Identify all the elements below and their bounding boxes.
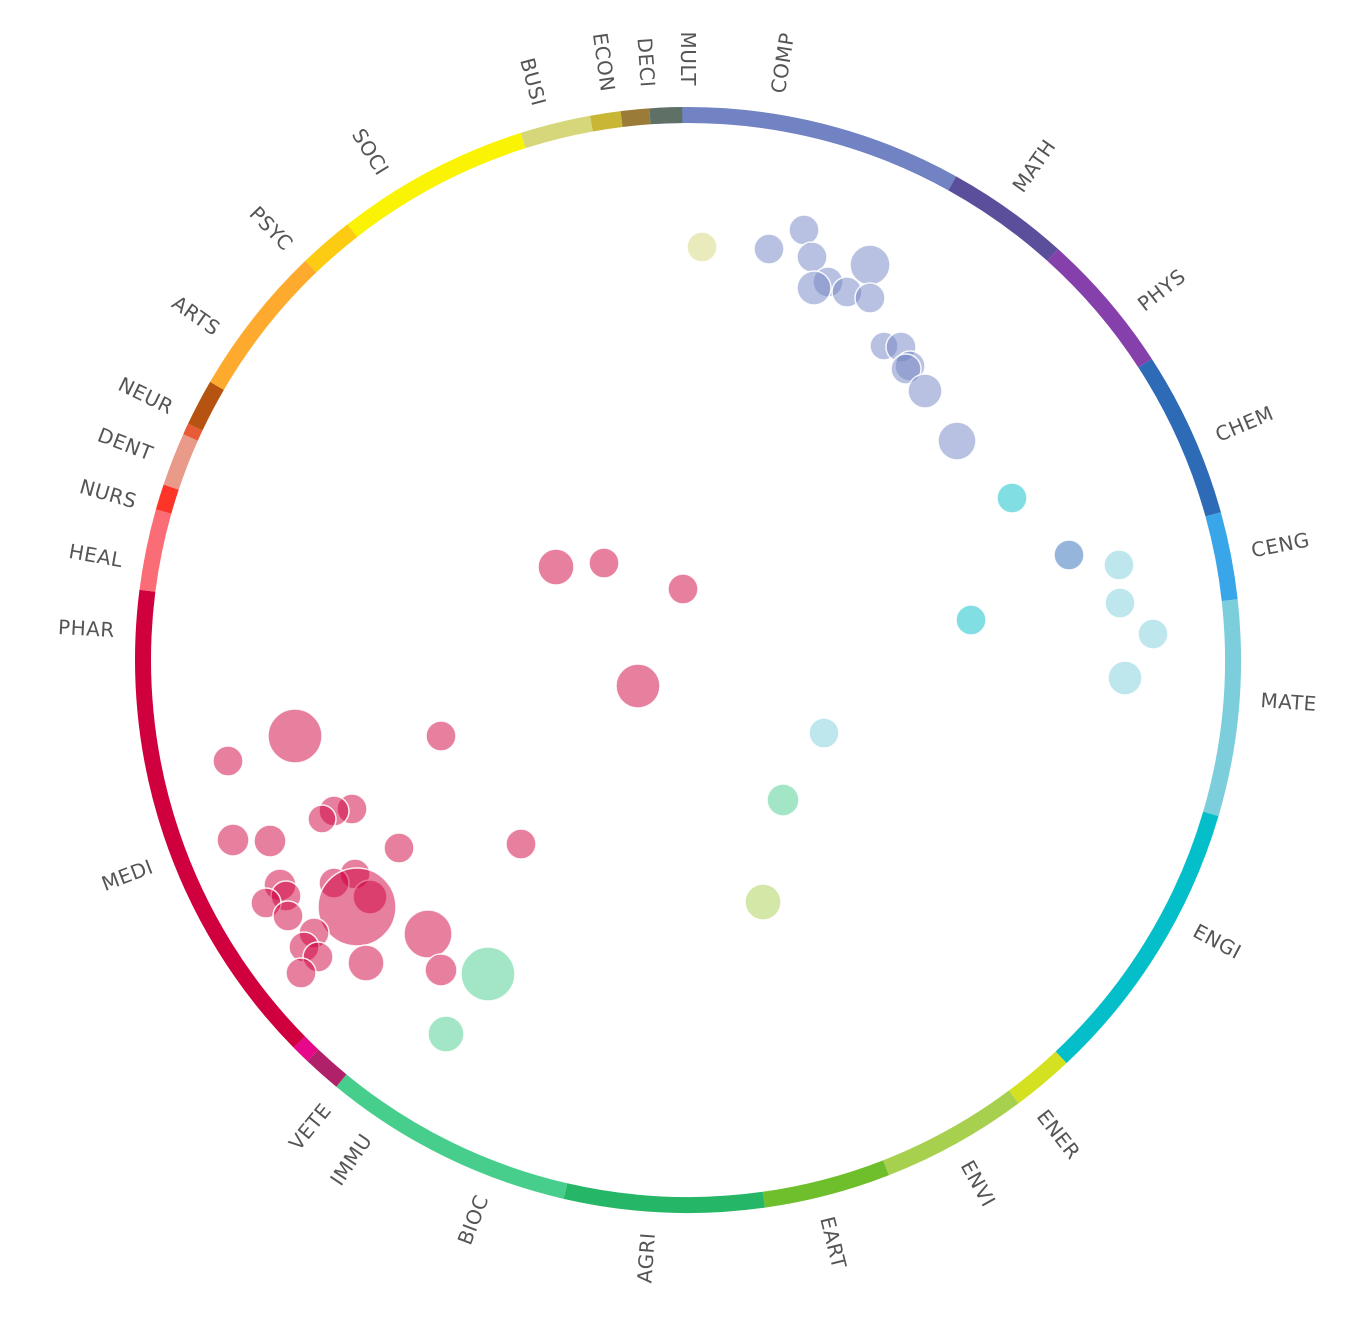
ring-segment-neur bbox=[188, 381, 224, 431]
bubble[interactable] bbox=[212, 745, 244, 777]
label-psyc: PSYC bbox=[245, 201, 298, 255]
label-engi: ENGI bbox=[1189, 919, 1245, 964]
ring-segment-psyc bbox=[305, 224, 358, 273]
label-math: MATH bbox=[1007, 135, 1060, 197]
bubble-layer bbox=[212, 214, 1169, 1053]
ring-segment-chem bbox=[1138, 358, 1221, 517]
bubble[interactable] bbox=[1103, 549, 1135, 581]
label-mate: MATE bbox=[1260, 688, 1318, 716]
label-busi: BUSI bbox=[515, 55, 551, 108]
label-heal: HEAL bbox=[67, 539, 125, 572]
ring-segment-immu bbox=[307, 1049, 347, 1087]
bubble[interactable] bbox=[427, 1015, 465, 1053]
bubble[interactable] bbox=[753, 233, 785, 265]
label-arts: ARTS bbox=[167, 291, 224, 341]
label-ener: ENER bbox=[1032, 1105, 1085, 1164]
bubble[interactable] bbox=[766, 783, 800, 817]
ring-segment-eart bbox=[762, 1160, 889, 1208]
bubble[interactable] bbox=[403, 909, 453, 959]
bubble[interactable] bbox=[744, 883, 782, 921]
ring-segment-mult bbox=[649, 107, 683, 125]
label-eart: EART bbox=[815, 1214, 851, 1271]
ring-segment-econ bbox=[590, 111, 623, 132]
bubble[interactable] bbox=[1053, 539, 1085, 571]
bubble[interactable] bbox=[854, 282, 886, 314]
ring-segment-vete bbox=[293, 1036, 319, 1062]
label-agri: AGRI bbox=[632, 1232, 659, 1284]
bubble[interactable] bbox=[808, 717, 840, 749]
bubble[interactable] bbox=[383, 832, 415, 864]
ring-segment-math bbox=[948, 176, 1059, 261]
label-mult: MULT bbox=[676, 32, 700, 87]
bubble[interactable] bbox=[788, 214, 820, 246]
label-medi: MEDI bbox=[98, 854, 156, 895]
ring-segment-nurs bbox=[163, 434, 198, 490]
label-neur: NEUR bbox=[115, 372, 178, 419]
bubble[interactable] bbox=[285, 957, 317, 989]
bubble[interactable] bbox=[1104, 587, 1136, 619]
label-immu: IMMU bbox=[325, 1129, 377, 1190]
bubble[interactable] bbox=[955, 604, 987, 636]
ring-segment-heal bbox=[155, 484, 179, 514]
ring-segment-ceng bbox=[1205, 512, 1238, 602]
ring-segment-ener bbox=[1008, 1051, 1067, 1104]
ring-segment-deci bbox=[620, 108, 651, 128]
bubble[interactable] bbox=[996, 482, 1028, 514]
category-ring bbox=[135, 107, 1241, 1213]
label-envi: ENVI bbox=[956, 1156, 1001, 1211]
bubble[interactable] bbox=[537, 548, 575, 586]
ring-segment-engi bbox=[1055, 811, 1219, 1064]
bubble[interactable] bbox=[347, 944, 385, 982]
bubble[interactable] bbox=[425, 720, 457, 752]
ring-segment-soci bbox=[347, 132, 526, 237]
bubble[interactable] bbox=[686, 231, 718, 263]
ring-segment-busi bbox=[520, 115, 593, 149]
bubble[interactable] bbox=[588, 547, 620, 579]
bubble[interactable] bbox=[253, 824, 287, 858]
label-vete: VETE bbox=[284, 1099, 336, 1155]
category-labels: COMP MATH PHYS CHEM CENG MATE ENGI ENER ENVI EART… bbox=[58, 31, 1318, 1284]
ring-segment-dent bbox=[183, 423, 203, 441]
label-deci: DECI bbox=[633, 37, 660, 88]
bubble[interactable] bbox=[272, 900, 304, 932]
label-soci: SOCI bbox=[347, 124, 394, 179]
ring-segment-medi bbox=[135, 589, 305, 1048]
ring-segment-bioc bbox=[336, 1074, 568, 1199]
ring-segment-arts bbox=[210, 260, 317, 390]
bubble[interactable] bbox=[216, 823, 250, 857]
bubble[interactable] bbox=[890, 353, 922, 385]
label-phar: PHAR bbox=[58, 615, 116, 642]
bubble[interactable] bbox=[796, 270, 832, 306]
ring-segment-phar bbox=[139, 509, 172, 592]
bubble[interactable] bbox=[615, 663, 661, 709]
bubble[interactable] bbox=[307, 804, 337, 834]
bubble[interactable] bbox=[460, 946, 516, 1002]
bubble[interactable] bbox=[1137, 618, 1169, 650]
bubble[interactable] bbox=[937, 421, 977, 461]
label-dent: DENT bbox=[94, 423, 156, 466]
bubble[interactable] bbox=[907, 373, 943, 409]
label-bioc: BIOC bbox=[453, 1192, 494, 1249]
bubble[interactable] bbox=[667, 573, 699, 605]
bubble[interactable] bbox=[505, 828, 537, 860]
bubble[interactable] bbox=[849, 244, 891, 286]
label-econ: ECON bbox=[588, 31, 620, 93]
ring-segment-agri bbox=[563, 1183, 765, 1213]
label-nurs: NURS bbox=[77, 474, 140, 513]
ring-segment-phys bbox=[1047, 249, 1152, 368]
bubble[interactable] bbox=[1107, 660, 1143, 696]
bubble[interactable] bbox=[317, 867, 397, 947]
bubble[interactable] bbox=[267, 708, 323, 764]
bubble[interactable] bbox=[424, 953, 458, 987]
label-phys: PHYS bbox=[1133, 264, 1190, 316]
label-ceng: CENG bbox=[1249, 527, 1312, 562]
label-chem: CHEM bbox=[1212, 401, 1277, 447]
ring-segment-envi bbox=[883, 1090, 1019, 1176]
ring-segment-mate bbox=[1203, 599, 1241, 817]
ring-segment-comp bbox=[654, 107, 957, 191]
label-comp: COMP bbox=[766, 31, 799, 95]
